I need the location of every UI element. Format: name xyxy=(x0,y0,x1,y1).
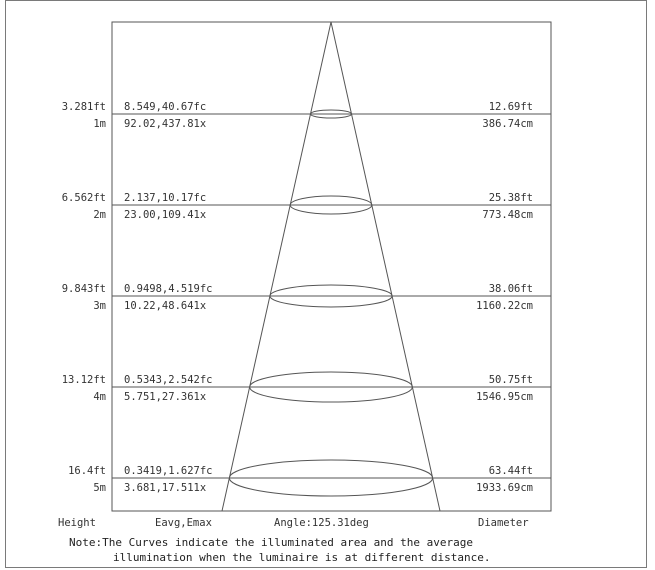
illuminated-area-ellipse xyxy=(228,459,434,497)
diameter-ft-label: 38.06ft xyxy=(489,283,533,295)
plot-box xyxy=(111,21,552,512)
illuminated-area-ellipse xyxy=(289,195,373,215)
diameter-cm-label: 1160.22cm xyxy=(476,300,533,312)
illuminance-lx-label: 5.751,27.361x xyxy=(124,391,206,403)
diameter-ft-label: 63.44ft xyxy=(489,465,533,477)
height-ft-label: 9.843ft xyxy=(62,283,106,295)
height-m-label: 1m xyxy=(93,118,106,130)
beam-left-edge xyxy=(221,21,332,512)
height-ft-label: 3.281ft xyxy=(62,101,106,113)
illuminated-area-ellipse xyxy=(269,284,393,308)
diameter-cm-label: 386.74cm xyxy=(482,118,533,130)
height-m-label: 4m xyxy=(93,391,106,403)
illuminated-area-ellipse xyxy=(309,109,353,119)
height-m-label: 3m xyxy=(93,300,106,312)
diameter-ft-label: 50.75ft xyxy=(489,374,533,386)
height-ft-label: 6.562ft xyxy=(62,192,106,204)
illuminance-lx-label: 23.00,109.41x xyxy=(124,209,206,221)
height-m-label: 5m xyxy=(93,482,106,494)
diameter-ft-label: 12.69ft xyxy=(489,101,533,113)
note-line-2: illumination when the luminaire is at di… xyxy=(113,551,491,564)
illuminance-lx-label: 10.22,48.641x xyxy=(124,300,206,312)
illuminance-lx-label: 3.681,17.511x xyxy=(124,482,206,494)
height-m-label: 2m xyxy=(93,209,106,221)
illuminance-lx-label: 92.02,437.81x xyxy=(124,118,206,130)
illuminance-fc-label: 0.5343,2.542fc xyxy=(124,374,213,386)
beam-right-edge xyxy=(330,21,441,512)
illuminance-fc-label: 8.549,40.67fc xyxy=(124,101,206,113)
illuminance-fc-label: 2.137,10.17fc xyxy=(124,192,206,204)
height-ft-label: 13.12ft xyxy=(62,374,106,386)
diameter-cm-label: 773.48cm xyxy=(482,209,533,221)
illuminance-fc-label: 0.9498,4.519fc xyxy=(124,283,213,295)
illuminated-area-ellipse xyxy=(249,371,413,403)
eavg-column-label: Eavg,Emax xyxy=(155,517,212,529)
diameter-cm-label: 1933.69cm xyxy=(476,482,533,494)
angle-label: Angle:125.31deg xyxy=(274,517,369,529)
height-ft-label: 16.4ft xyxy=(68,465,106,477)
diameter-ft-label: 25.38ft xyxy=(489,192,533,204)
diameter-column-label: Diameter xyxy=(478,517,529,529)
diameter-cm-label: 1546.95cm xyxy=(476,391,533,403)
height-column-label: Height xyxy=(58,517,96,529)
note-line-1: Note:The Curves indicate the illuminated… xyxy=(69,536,473,549)
illuminance-fc-label: 0.3419,1.627fc xyxy=(124,465,213,477)
